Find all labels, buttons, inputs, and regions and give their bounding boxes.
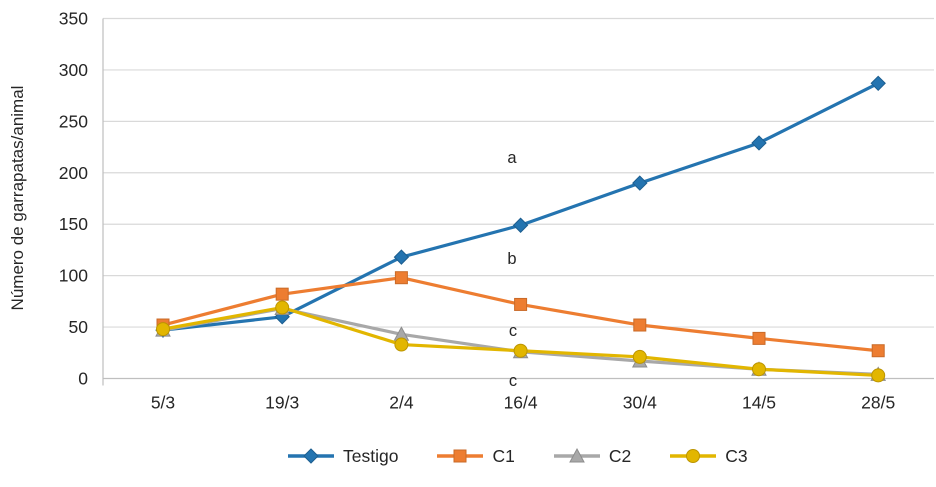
legend-label: Testigo (343, 445, 399, 466)
series-c1 (156, 271, 885, 358)
marker-circle (156, 322, 170, 337)
x-tick-label: 14/5 (742, 393, 776, 413)
significance-letter: c (509, 372, 517, 390)
y-tick-label: 50 (69, 317, 89, 337)
circle-legend-icon (670, 449, 717, 463)
y-tick-label: 200 (59, 163, 88, 183)
marker-diamond (751, 135, 767, 151)
marker-square (275, 287, 289, 301)
chart-legend: Testigo C1 C2 C3 (288, 442, 748, 470)
x-tick-label: 2/4 (389, 393, 414, 413)
marker-square (394, 271, 408, 285)
marker-diamond (393, 249, 410, 265)
legend-item-testigo: Testigo (288, 446, 398, 467)
x-tick-label: 30/4 (623, 393, 657, 413)
marker-circle (394, 337, 409, 352)
marker-diamond (512, 217, 529, 233)
marker-square (514, 297, 528, 311)
legend-item-c3: C3 (670, 445, 748, 467)
legend-label: C3 (725, 445, 748, 466)
marker-circle (632, 349, 647, 364)
diamond-legend-icon (288, 448, 334, 464)
marker-diamond (303, 448, 319, 464)
marker-circle (513, 343, 528, 358)
marker-circle (752, 362, 766, 377)
marker-triangle (568, 447, 585, 463)
y-tick-label: 350 (59, 9, 88, 29)
legend-item-c2: C2 (553, 445, 632, 467)
marker-square (871, 344, 885, 358)
x-tick-label: 16/4 (504, 393, 538, 413)
y-tick-label: 150 (59, 214, 88, 234)
marker-diamond (632, 175, 648, 191)
significance-letter: c (509, 322, 517, 340)
significance-letter: b (507, 250, 516, 268)
marker-circle (686, 449, 701, 463)
y-tick-label: 300 (59, 60, 88, 80)
marker-square (453, 449, 467, 463)
marker-circle (275, 300, 290, 315)
x-tick-label: 5/3 (151, 393, 175, 413)
y-tick-label: 100 (59, 266, 88, 286)
y-tick-label: 250 (59, 111, 88, 131)
significance-letter: a (507, 149, 517, 167)
marker-diamond (870, 75, 886, 92)
marker-square (752, 331, 766, 345)
legend-label: C1 (492, 445, 515, 466)
legend-item-c1: C1 (437, 445, 515, 467)
triangle-legend-icon (553, 447, 600, 463)
square-legend-icon (437, 449, 484, 463)
series-line-testigo (162, 81, 879, 332)
marker-circle (871, 368, 886, 383)
x-tick-label: 28/5 (861, 393, 895, 413)
y-tick-label: 0 (78, 369, 88, 389)
legend-label: C2 (608, 445, 632, 466)
marker-square (633, 318, 647, 332)
x-tick-label: 19/3 (265, 393, 299, 413)
plot-area: 0 50 100 150 200 250 300 350 5/3 19/3 2/4 16/4 30/4 1… (59, 9, 934, 413)
series-line-c1 (162, 276, 879, 353)
series-c3 (156, 300, 886, 383)
